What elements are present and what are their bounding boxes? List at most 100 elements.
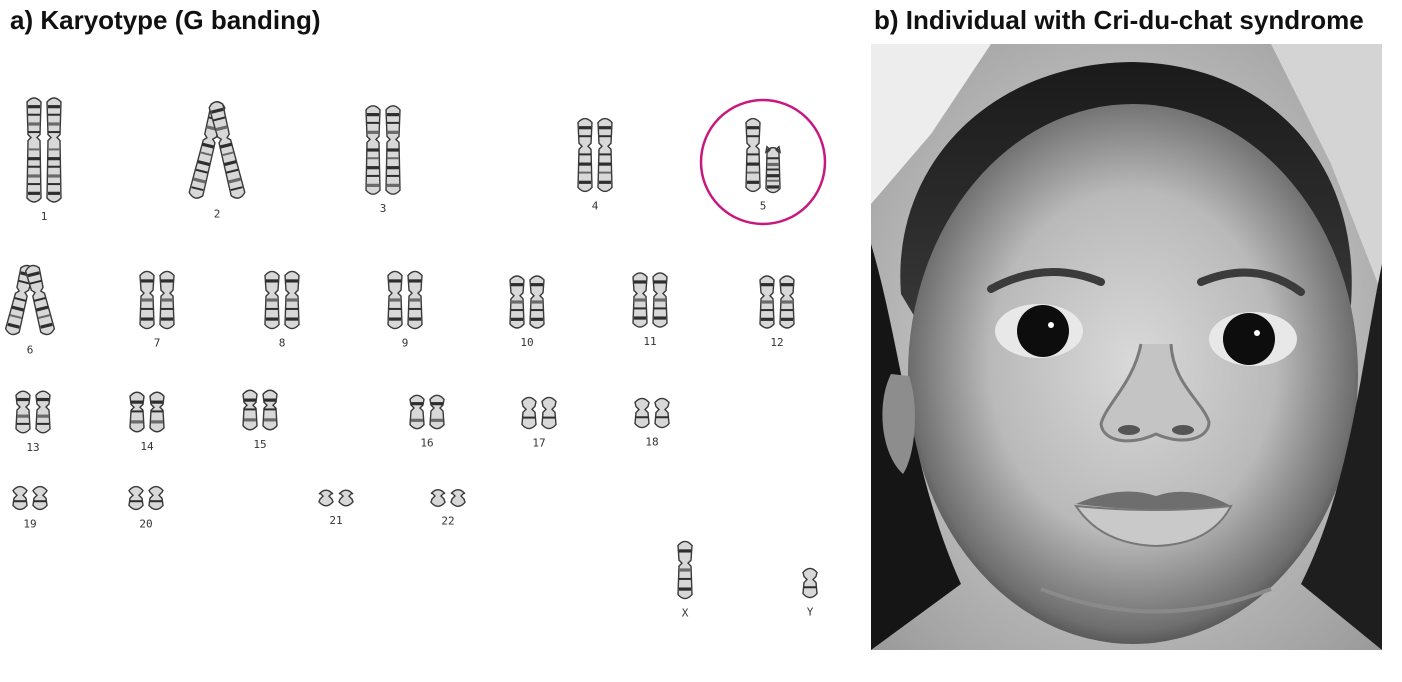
chromosome-band bbox=[48, 105, 60, 109]
chromosome-band bbox=[14, 296, 27, 302]
chromosome-pair-4: 4 bbox=[577, 117, 613, 212]
left-nostril bbox=[1118, 425, 1140, 435]
chromosome-pair-20: 20 bbox=[128, 485, 164, 530]
chromosome-band bbox=[151, 420, 163, 424]
chromosome-band bbox=[531, 300, 543, 304]
chromosome-band bbox=[531, 283, 543, 287]
chromosome-band bbox=[599, 162, 611, 166]
chromosome-label: 20 bbox=[139, 517, 152, 530]
chromosome-band bbox=[761, 317, 773, 321]
chromosome-band bbox=[35, 305, 49, 312]
chromosome-band bbox=[367, 157, 379, 160]
chromosome-band bbox=[286, 279, 298, 283]
chromosome-band bbox=[48, 148, 60, 151]
chromosome-band bbox=[244, 398, 256, 402]
chromatid-shape bbox=[802, 567, 818, 599]
chromosome-band bbox=[761, 309, 773, 312]
chromatid-shape bbox=[148, 485, 164, 511]
chromatid-shape bbox=[128, 485, 144, 511]
chromosome-band bbox=[767, 174, 779, 178]
chromosome-band bbox=[654, 307, 666, 310]
chromosome-band bbox=[531, 309, 543, 312]
chromosome-band bbox=[599, 171, 611, 174]
chromosome-band bbox=[11, 305, 25, 312]
chromosome-band bbox=[38, 314, 51, 319]
chromosome-band bbox=[219, 142, 233, 149]
chromosome-band bbox=[767, 168, 779, 171]
chromosome-label: 17 bbox=[532, 437, 545, 450]
chromosome-band bbox=[215, 125, 228, 132]
chromosome-pair-y: Y bbox=[802, 567, 818, 619]
chromosome-band bbox=[228, 177, 241, 184]
chromosome-band bbox=[409, 279, 421, 283]
chromosome-band bbox=[409, 298, 421, 302]
chromosome-band bbox=[431, 418, 443, 422]
chromatid-shape bbox=[430, 488, 446, 508]
chromosome-band bbox=[579, 171, 591, 174]
chromosome-band bbox=[28, 105, 40, 109]
chromosome-band bbox=[141, 279, 153, 283]
blanket-left bbox=[871, 44, 991, 204]
chromosome-band bbox=[781, 283, 793, 287]
chromosome-band bbox=[579, 153, 591, 156]
chromosome-band bbox=[266, 279, 278, 283]
chromosome-pair-22: 22 bbox=[430, 488, 466, 527]
chromosome-band bbox=[761, 283, 773, 287]
chromosome-label: 1 bbox=[41, 210, 48, 223]
chromosome-pair-x: X bbox=[677, 540, 693, 620]
chromosome-band bbox=[781, 300, 793, 304]
chromosome-band bbox=[767, 157, 779, 160]
left-eye-iris bbox=[1017, 305, 1069, 357]
chromosome-band bbox=[531, 317, 543, 321]
chromosome-band bbox=[195, 168, 208, 174]
chromosome-band bbox=[579, 126, 591, 130]
chromosome-band bbox=[679, 587, 691, 591]
chromosome-band bbox=[367, 130, 379, 134]
chromosome-band bbox=[193, 177, 206, 184]
chromosome-band bbox=[579, 162, 591, 166]
chromosome-band bbox=[28, 131, 40, 134]
chromosome-band bbox=[48, 183, 60, 186]
chromosome-band bbox=[747, 180, 759, 184]
chromosome-band bbox=[131, 400, 143, 404]
patient-photo bbox=[871, 44, 1382, 650]
chromatid-shape bbox=[208, 101, 246, 199]
chromosome-label: 3 bbox=[380, 202, 387, 215]
face-left-shadow bbox=[871, 244, 961, 650]
chromatid-shape bbox=[541, 396, 557, 430]
chromosome-band bbox=[48, 157, 60, 161]
chromosome-pair-9: 9 bbox=[387, 270, 423, 350]
right-eye-highlight bbox=[1254, 330, 1260, 336]
chromosome-band bbox=[131, 420, 143, 424]
chromosome-label: Y bbox=[807, 606, 814, 619]
chromosome-pair-16: 16 bbox=[409, 394, 445, 450]
chromosome-band bbox=[40, 322, 53, 329]
chromosome-band bbox=[37, 414, 49, 418]
chromosome-label: 4 bbox=[592, 199, 599, 212]
chromosome-band bbox=[367, 174, 379, 177]
chromosome-band bbox=[781, 309, 793, 312]
chromosome-label: 10 bbox=[520, 336, 533, 349]
chromatid-shape bbox=[654, 397, 670, 429]
chromosome-pair-11: 11 bbox=[632, 272, 668, 348]
chromosome-band bbox=[579, 180, 591, 184]
chromosome-pair-15: 15 bbox=[242, 389, 278, 451]
chromosome-band bbox=[18, 279, 31, 285]
chromosome-band bbox=[599, 126, 611, 130]
chromosome-band bbox=[37, 397, 49, 402]
chromosome-pair-2: 2 bbox=[188, 101, 246, 220]
chromosome-pair-14: 14 bbox=[129, 391, 165, 453]
chromosome-label: 14 bbox=[140, 440, 154, 453]
chromosome-band bbox=[767, 162, 779, 167]
chromosome-band bbox=[634, 316, 646, 320]
chromosome-band bbox=[511, 309, 523, 312]
chromosome-band bbox=[523, 416, 535, 419]
chromosome-band bbox=[804, 586, 816, 589]
chromosome-pair-1: 1 bbox=[26, 97, 62, 223]
chromosome-band bbox=[141, 307, 153, 310]
chromosome-band bbox=[28, 174, 40, 178]
chromosome-band bbox=[599, 135, 611, 138]
chromosome-band bbox=[33, 296, 46, 302]
chromosome-band bbox=[17, 422, 29, 425]
